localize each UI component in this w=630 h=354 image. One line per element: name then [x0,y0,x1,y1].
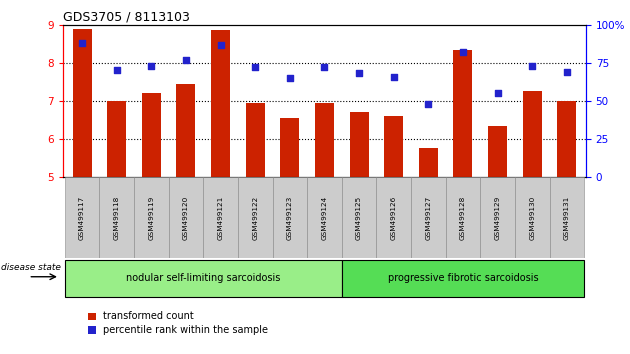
Bar [307,177,341,258]
Bar [488,126,507,177]
Bar [107,101,126,177]
Bar [480,177,515,258]
Bar [238,177,273,258]
Bar [100,177,134,258]
Point [389,74,399,79]
Bar [203,177,238,258]
Bar [454,50,472,177]
Bar [549,177,584,258]
Text: GSM499118: GSM499118 [113,195,120,240]
Bar [523,91,542,177]
Point [562,69,572,75]
Bar [376,177,411,258]
Point [77,40,87,46]
Text: GDS3705 / 8113103: GDS3705 / 8113103 [63,11,190,24]
Bar [246,103,265,177]
Bar [134,177,169,258]
Bar [384,116,403,177]
Text: nodular self-limiting sarcoidosis: nodular self-limiting sarcoidosis [126,273,280,283]
Bar [411,177,445,258]
Bar [88,326,96,334]
Point [112,68,122,73]
Point [458,49,468,55]
Text: progressive fibrotic sarcoidosis: progressive fibrotic sarcoidosis [387,273,538,283]
Text: GSM499125: GSM499125 [356,195,362,240]
Text: GSM499130: GSM499130 [529,195,535,240]
Point [146,63,156,69]
Point [285,75,295,81]
Bar [176,84,195,177]
Text: GSM499129: GSM499129 [495,195,501,240]
Text: GSM499128: GSM499128 [460,195,466,240]
Text: GSM499119: GSM499119 [148,195,154,240]
Point [215,42,226,47]
Text: percentile rank within the sample: percentile rank within the sample [103,325,268,335]
Bar [515,177,549,258]
Bar [350,112,369,177]
Bar [88,313,96,320]
Text: GSM499123: GSM499123 [287,195,293,240]
Bar [280,118,299,177]
Bar [211,30,230,177]
Bar [72,29,91,177]
Bar [142,93,161,177]
Bar [341,261,584,297]
Point [354,71,364,76]
Bar [65,177,100,258]
Text: GSM499117: GSM499117 [79,195,85,240]
Bar [315,103,334,177]
Text: GSM499121: GSM499121 [217,195,224,240]
Point [493,90,503,96]
Bar [273,177,307,258]
Bar [445,177,480,258]
Point [423,101,433,107]
Point [319,64,329,70]
Point [250,64,260,70]
Text: disease state: disease state [1,263,60,272]
Text: GSM499126: GSM499126 [391,195,397,240]
Text: GSM499122: GSM499122 [252,195,258,240]
Point [181,57,191,63]
Bar [419,148,438,177]
Text: transformed count: transformed count [103,312,193,321]
Bar [169,177,203,258]
Text: GSM499127: GSM499127 [425,195,432,240]
Bar [558,101,576,177]
Text: GSM499131: GSM499131 [564,195,570,240]
Text: GSM499124: GSM499124 [321,195,328,240]
Point [527,63,537,69]
Bar [341,177,376,258]
Text: GSM499120: GSM499120 [183,195,189,240]
Bar [65,261,341,297]
